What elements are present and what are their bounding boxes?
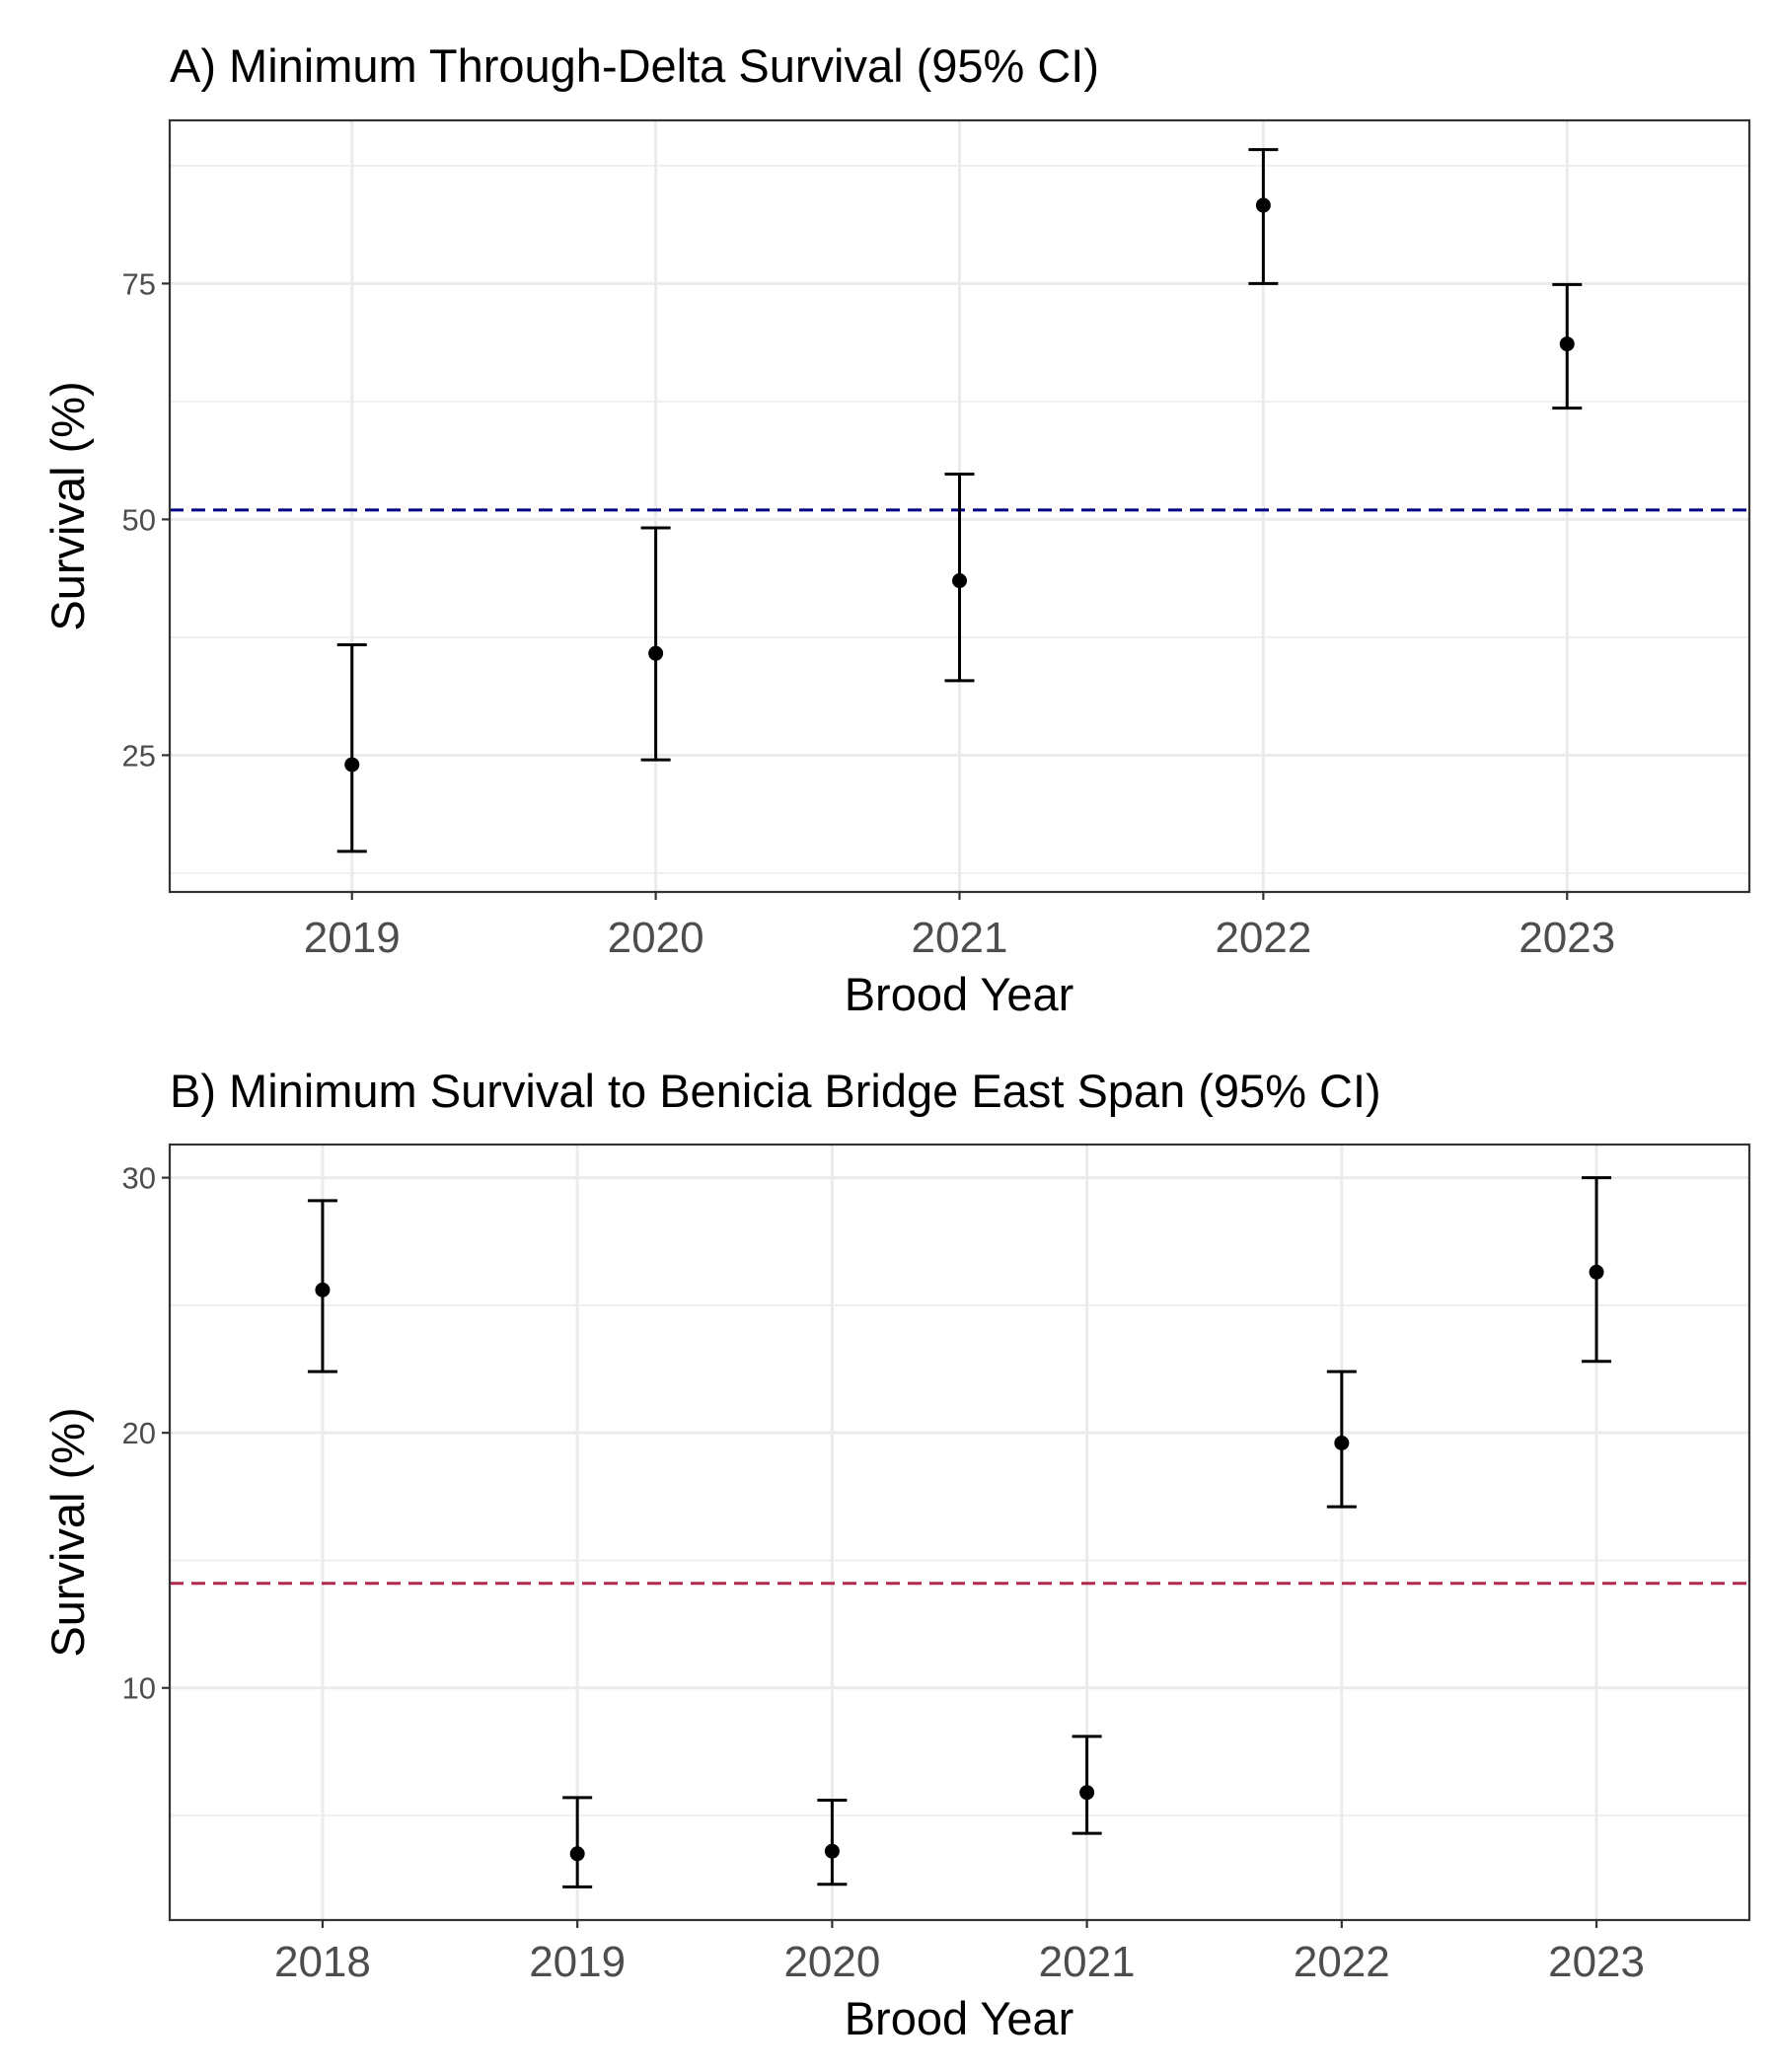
- panel-a: A) Minimum Through-Delta Survival (95% C…: [41, 39, 1751, 1020]
- x-tick-label: 2020: [608, 914, 704, 962]
- error-bar-2022: [1248, 148, 1279, 285]
- data-point-2023: [1559, 336, 1575, 352]
- error-bar-2020: [817, 1798, 848, 1887]
- data-point-2019: [344, 757, 360, 773]
- panel-a-x-ticks: 2019 2020 2021 2022 2023: [304, 892, 1615, 962]
- data-point-2018: [315, 1282, 331, 1297]
- panel-a-data-marks: [336, 148, 1583, 853]
- panel-b-title: B) Minimum Survival to Benicia Bridge Ea…: [170, 1065, 1381, 1117]
- x-tick-label: 2022: [1294, 1938, 1390, 1986]
- data-point-2019: [569, 1846, 585, 1862]
- panel-b-gridlines: [170, 1145, 1749, 1920]
- error-bar-2021: [1072, 1735, 1102, 1835]
- data-point-2021: [1079, 1785, 1095, 1801]
- data-point-2020: [648, 645, 664, 661]
- y-tick-label: 50: [122, 502, 156, 537]
- x-tick-label: 2019: [529, 1938, 626, 1986]
- y-tick-label: 30: [122, 1161, 156, 1196]
- data-point-2022: [1334, 1436, 1350, 1451]
- x-tick-label: 2021: [912, 914, 1008, 962]
- data-point-2022: [1255, 197, 1271, 213]
- panel-a-x-axis-label: Brood Year: [845, 968, 1074, 1020]
- x-tick-label: 2021: [1039, 1938, 1136, 1986]
- panel-b-y-ticks: 10 20 30: [122, 1161, 170, 1706]
- panel-b-x-ticks: 2018 2019 2020 2021 2022 2023: [274, 1920, 1645, 1986]
- y-tick-label: 10: [122, 1671, 156, 1706]
- data-point-2023: [1589, 1264, 1604, 1280]
- y-tick-label: 20: [122, 1416, 156, 1450]
- error-bar-2020: [640, 526, 671, 762]
- panel-b-border: [168, 1143, 1751, 1922]
- y-tick-label: 75: [122, 266, 156, 301]
- panel-a-y-ticks: 25 50 75: [122, 266, 170, 773]
- panel-b: B) Minimum Survival to Benicia Bridge Ea…: [41, 1065, 1751, 2044]
- x-tick-label: 2020: [783, 1938, 880, 1986]
- error-bar-2019: [562, 1796, 593, 1888]
- data-point-2020: [824, 1843, 840, 1859]
- y-tick-label: 25: [122, 738, 156, 773]
- error-bar-2019: [336, 643, 367, 853]
- panel-a-y-axis-label: Survival (%): [41, 381, 94, 630]
- panel-a-title: A) Minimum Through-Delta Survival (95% C…: [170, 39, 1099, 92]
- panel-b-y-axis-label: Survival (%): [41, 1407, 94, 1657]
- data-point-2021: [952, 573, 967, 589]
- x-tick-label: 2018: [274, 1938, 371, 1986]
- x-tick-label: 2022: [1215, 914, 1311, 962]
- panel-b-data-marks: [307, 1176, 1612, 1888]
- x-tick-label: 2019: [304, 914, 401, 962]
- panel-b-x-axis-label: Brood Year: [845, 1992, 1074, 2044]
- x-tick-label: 2023: [1548, 1938, 1645, 1986]
- x-tick-label: 2023: [1518, 914, 1615, 962]
